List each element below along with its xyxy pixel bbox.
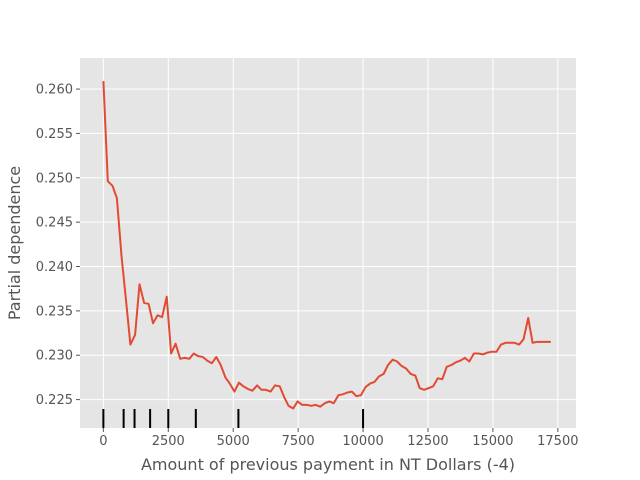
x-tick-label: 12500	[407, 434, 448, 449]
series-line	[102, 81, 551, 410]
x-tick-label: 5000	[217, 434, 250, 449]
x-tick-label: 0	[99, 434, 107, 449]
y-tick-label: 0.255	[36, 127, 73, 142]
x-tick-label: 7500	[282, 434, 315, 449]
y-axis-ticks: 0.225 0.230 0.235 0.240 0.245 0.250 0.255 0.260	[36, 83, 80, 408]
x-tick-label: 10000	[342, 434, 383, 449]
y-tick-label: 0.235	[36, 304, 73, 319]
y-axis-label: Partial dependence	[5, 166, 24, 320]
y-tick-label: 0.245	[36, 216, 73, 231]
y-tick-label: 0.260	[36, 83, 73, 98]
y-tick-label: 0.250	[36, 171, 73, 186]
series-layer	[102, 81, 551, 410]
x-tick-label: 17500	[537, 434, 578, 449]
y-tick-label: 0.225	[36, 393, 73, 408]
x-tick-label: 2500	[152, 434, 185, 449]
x-axis-label: Amount of previous payment in NT Dollars…	[141, 455, 515, 474]
plot-background	[80, 58, 576, 428]
decile-rug	[102, 409, 365, 428]
y-tick-label: 0.230	[36, 349, 73, 364]
x-tick-label: 15000	[472, 434, 513, 449]
y-tick-label: 0.240	[36, 260, 73, 275]
x-axis-ticks: 0 2500 5000 7500 10000 12500 15000 17500	[99, 428, 579, 449]
